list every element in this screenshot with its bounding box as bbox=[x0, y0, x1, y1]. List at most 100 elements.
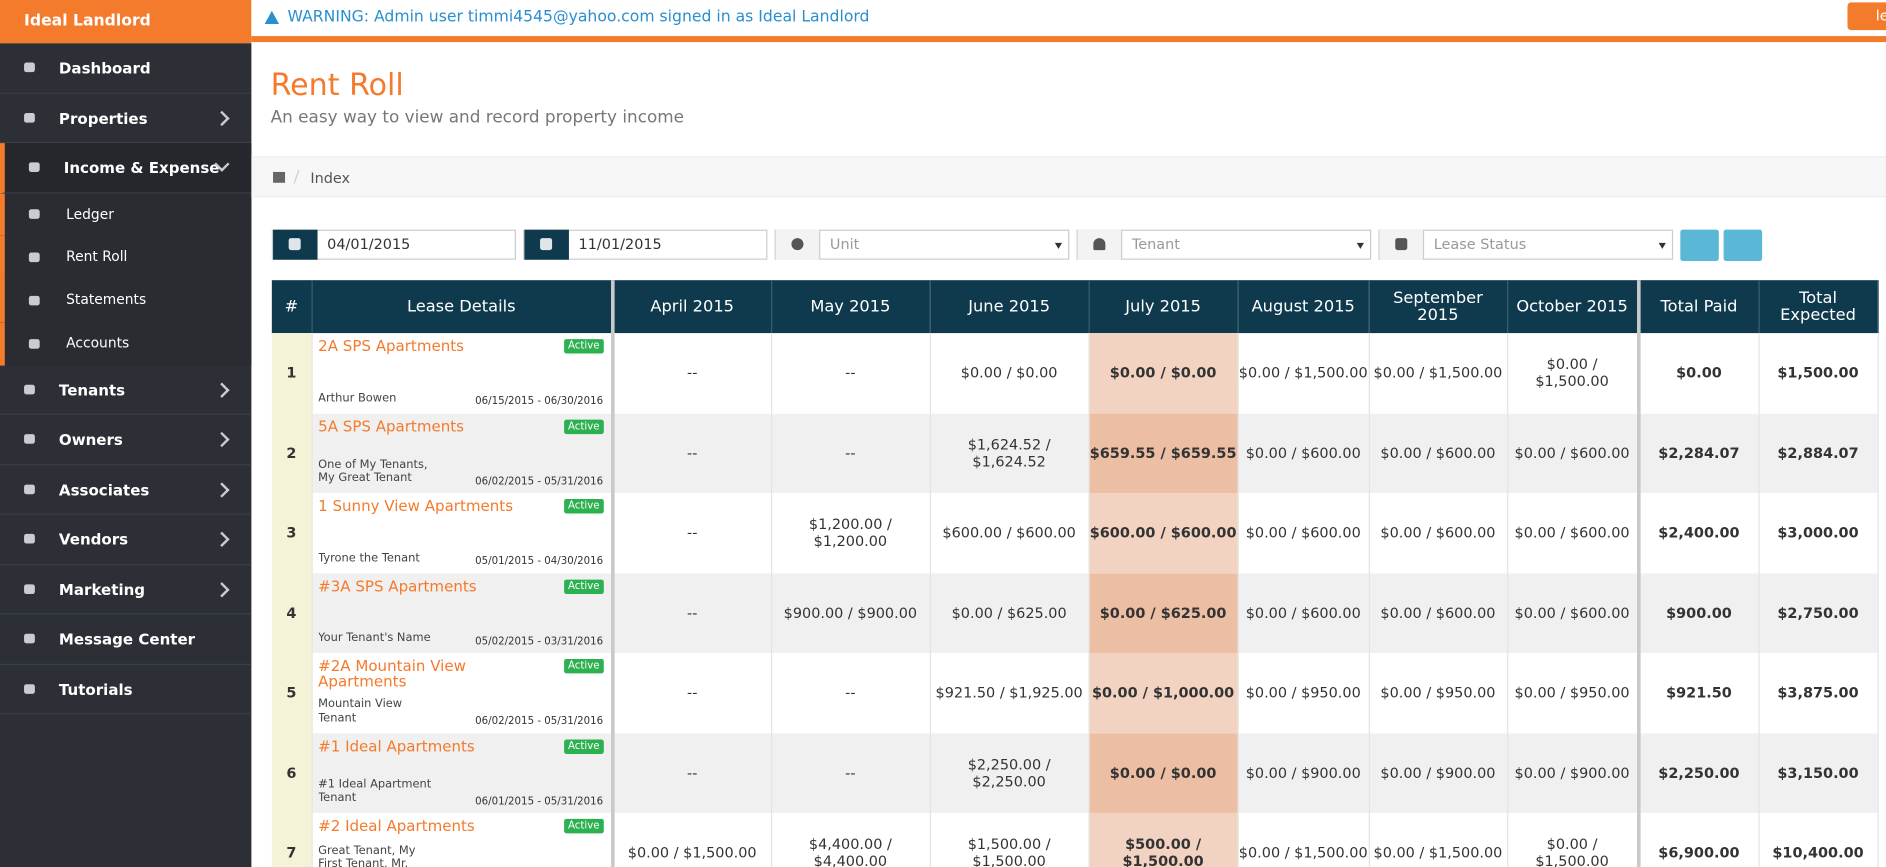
nav-item[interactable]: Vendors bbox=[0, 515, 252, 565]
month-cell: $1,500.00 / $1,500.00 bbox=[929, 812, 1090, 867]
nav-item[interactable]: Tutorials bbox=[0, 665, 252, 715]
tenant-names: Tyrone the Tenant bbox=[318, 551, 420, 565]
nav-item[interactable]: Income & Expense bbox=[0, 143, 252, 194]
column-header: July 2015 bbox=[1088, 280, 1239, 334]
lease-row: 3 1 Sunny View Apartments Active Tyrone the… bbox=[271, 493, 1879, 573]
nav-icon bbox=[24, 62, 35, 73]
status-badge: Active bbox=[564, 419, 604, 434]
month-cell: $0.00 / $0.00 bbox=[1088, 732, 1239, 813]
placeholder: Tenant bbox=[1131, 235, 1180, 253]
lease-details: #3A SPS Apartments Active Your Tenant's Na… bbox=[312, 573, 610, 652]
table-head: # Lease Details April 2015 May 2015 June 201… bbox=[271, 280, 1879, 334]
brand[interactable]: Ideal Landlord bbox=[0, 0, 252, 44]
nav-item[interactable]: Associates bbox=[0, 465, 252, 515]
property-link[interactable]: #3A SPS Apartments bbox=[318, 576, 477, 595]
sitemap-icon bbox=[273, 171, 286, 183]
nav-arrow bbox=[214, 582, 230, 598]
month-cell: -- bbox=[610, 732, 772, 813]
page-title: Rent Roll bbox=[270, 67, 404, 103]
nav-item[interactable]: Statements bbox=[0, 279, 252, 323]
calendar-icon bbox=[273, 229, 318, 260]
lease-dates: 05/01/2015 - 04/30/2016 bbox=[475, 555, 604, 568]
nav-item[interactable]: Accounts bbox=[0, 322, 252, 366]
lease-details: #1 Ideal Apartments Active #1 Ideal Apartm… bbox=[312, 733, 610, 812]
month-cell: $0.00 / $950.00 bbox=[1237, 652, 1370, 733]
nav-label: Dashboard bbox=[58, 58, 151, 77]
lease-dates: 05/02/2015 - 03/31/2016 bbox=[475, 635, 604, 648]
month-cell: $0.00 / $0.00 bbox=[1088, 333, 1239, 414]
property-link[interactable]: 5A SPS Apartments bbox=[318, 416, 464, 436]
total-paid: $900.00 bbox=[1636, 572, 1760, 653]
nav-item[interactable]: Dashboard bbox=[0, 43, 252, 94]
row-number: 2 bbox=[271, 413, 313, 494]
month-cell: $0.00 / $600.00 bbox=[1368, 413, 1508, 494]
nav-item[interactable]: Marketing bbox=[0, 565, 252, 615]
month-cell: $0.00 / $600.00 bbox=[1507, 493, 1639, 573]
nav-item[interactable]: Ledger bbox=[0, 193, 252, 237]
status-badge: Active bbox=[564, 659, 604, 674]
month-cell: $921.50 / $1,925.00 bbox=[929, 652, 1090, 733]
column-header: # bbox=[271, 280, 313, 334]
month-cell: $0.00 / $1,000.00 bbox=[1088, 652, 1239, 733]
nav-arrow bbox=[214, 532, 230, 548]
lease-cell: 5A SPS Apartments Active One of My Tenants… bbox=[311, 413, 613, 494]
clear-button[interactable] bbox=[1723, 229, 1763, 261]
nav-icon bbox=[24, 534, 35, 545]
caret bbox=[1054, 242, 1063, 249]
month-cell: -- bbox=[610, 413, 772, 494]
month-cell: $0.00 / $625.00 bbox=[929, 572, 1090, 653]
lease-cell: #2A Mountain View Apartments Active Mounta… bbox=[311, 652, 613, 733]
tenant-names: #1 Ideal Apartment Tenant bbox=[318, 777, 432, 805]
filter-button[interactable] bbox=[1680, 229, 1719, 261]
lease-status-select[interactable]: Lease Status bbox=[1378, 229, 1674, 260]
nav-arrow bbox=[214, 482, 230, 498]
table-body: 1 2A SPS Apartments Active Arthur Bowen 06/1… bbox=[271, 333, 1879, 867]
separator bbox=[293, 169, 300, 184]
nav-label: Message Center bbox=[58, 630, 196, 649]
page-subtitle: An easy way to view and record property … bbox=[270, 108, 685, 128]
month-cell: $0.00 / $600.00 bbox=[1368, 572, 1508, 653]
start-date[interactable]: 04/01/2015 bbox=[271, 229, 517, 260]
leave-button[interactable]: leave bbox=[1847, 2, 1886, 31]
nav-icon bbox=[28, 295, 40, 306]
month-cell: -- bbox=[770, 413, 931, 494]
nav-icon bbox=[28, 252, 40, 263]
nav-item[interactable]: Rent Roll bbox=[0, 236, 252, 280]
tenant-names: Mountain View Tenant bbox=[318, 697, 403, 725]
status-badge: Active bbox=[564, 499, 604, 514]
nav-item[interactable]: Message Center bbox=[0, 615, 252, 665]
nav-icon bbox=[28, 338, 40, 349]
total-expected: $2,750.00 bbox=[1758, 572, 1879, 653]
month-cell: $0.00 / $1,500.00 bbox=[1368, 812, 1508, 867]
nav-item[interactable]: Owners bbox=[0, 415, 252, 465]
end-date[interactable]: 11/01/2015 bbox=[523, 229, 768, 260]
breadcrumb-item[interactable]: Index bbox=[310, 169, 351, 187]
month-cell: $1,624.52 / $1,624.52 bbox=[929, 413, 1090, 494]
status-badge: Active bbox=[564, 579, 604, 594]
property-link[interactable]: 2A SPS Apartments bbox=[318, 337, 464, 356]
status-badge: Active bbox=[564, 739, 604, 754]
column-header: October 2015 bbox=[1507, 280, 1639, 334]
property-link[interactable]: 1 Sunny View Apartments bbox=[318, 496, 514, 515]
nav-item[interactable]: Properties bbox=[0, 93, 252, 144]
tenant-select[interactable]: Tenant bbox=[1076, 229, 1372, 260]
property-link[interactable]: #2 Ideal Apartments bbox=[318, 816, 475, 835]
month-cell: $0.00 / $1,500.00 bbox=[1507, 812, 1639, 867]
month-cell: $0.00 / $950.00 bbox=[1368, 652, 1508, 733]
sidebar: Dashboard Properties Income & Expense Ledge… bbox=[0, 43, 252, 867]
month-cell: $0.00 / $900.00 bbox=[1237, 732, 1370, 813]
lease-details: #2A Mountain View Apartments Active Mounta… bbox=[312, 653, 610, 732]
unit-select[interactable]: Unit bbox=[774, 229, 1070, 260]
property-link[interactable]: #2A Mountain View Apartments bbox=[318, 656, 466, 691]
total-expected: $3,000.00 bbox=[1758, 493, 1879, 573]
column-header: September 2015 bbox=[1368, 280, 1508, 334]
nav-item[interactable]: Tenants bbox=[0, 365, 252, 416]
tenant-names: Great Tenant, My First Tenant, Mr. Great… bbox=[318, 843, 416, 867]
calendar-icon bbox=[524, 229, 569, 260]
row-number: 1 bbox=[271, 333, 313, 414]
property-link[interactable]: #1 Ideal Apartments bbox=[318, 736, 475, 755]
month-cell: -- bbox=[770, 732, 931, 813]
total-expected: $1,500.00 bbox=[1758, 333, 1879, 414]
month-cell: $0.00 / $1,500.00 bbox=[1368, 333, 1508, 414]
row-number: 3 bbox=[271, 493, 313, 573]
